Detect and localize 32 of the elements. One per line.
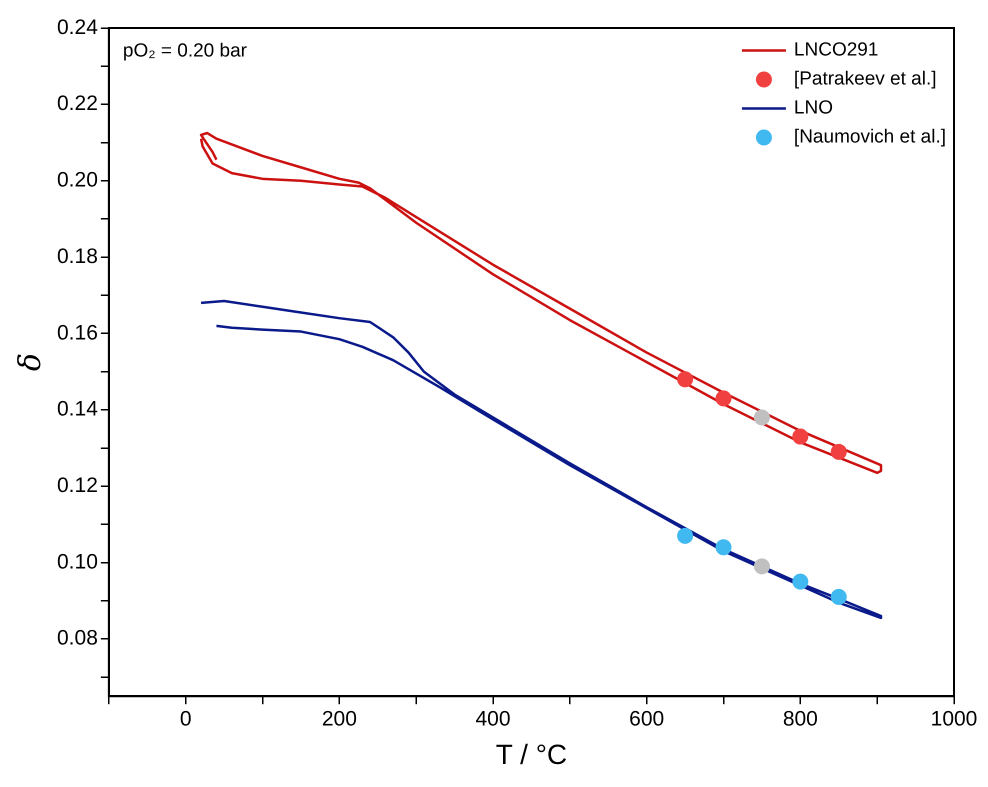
y-axis-title: δ: [12, 353, 48, 372]
y-tick-label: 0.24: [56, 16, 98, 39]
x-tick-label: 600: [629, 708, 664, 731]
point: [754, 558, 770, 574]
point: [830, 588, 847, 605]
y-tick-label: 0.18: [56, 244, 98, 268]
y-tick-label: 0.14: [56, 398, 98, 421]
point: [677, 371, 694, 388]
x-tick-label: 200: [322, 708, 357, 731]
y-tick-label: 0.12: [56, 474, 98, 497]
annotation: pO₂ = 0.20 bar: [122, 40, 248, 62]
y-tick-label: 0.08: [56, 626, 98, 650]
y-tick-label: 0.22: [56, 92, 98, 116]
point: [677, 528, 694, 544]
legend-label: [Naumovich et al.]: [794, 126, 946, 148]
point: [792, 574, 808, 590]
y-tick-label: 0.20: [56, 168, 98, 192]
x-tick-label: 1000: [930, 708, 978, 731]
y-tick-label: 0.16: [56, 321, 98, 344]
point: [754, 409, 770, 426]
point: [792, 428, 808, 445]
x-axis-title: T / °C: [496, 738, 568, 770]
x-tick-label: 800: [782, 708, 818, 731]
legend-label: [Patrakeev et al.]: [794, 68, 937, 90]
legend-label: LNCO291: [794, 40, 878, 61]
y-tick-label: 0.10: [56, 550, 98, 574]
x-tick-label: 0: [180, 708, 192, 731]
point: [716, 390, 732, 406]
x-tick-label: 400: [476, 708, 511, 731]
legend-label: LNO: [794, 98, 834, 119]
point: [716, 539, 732, 556]
point: [830, 444, 847, 460]
